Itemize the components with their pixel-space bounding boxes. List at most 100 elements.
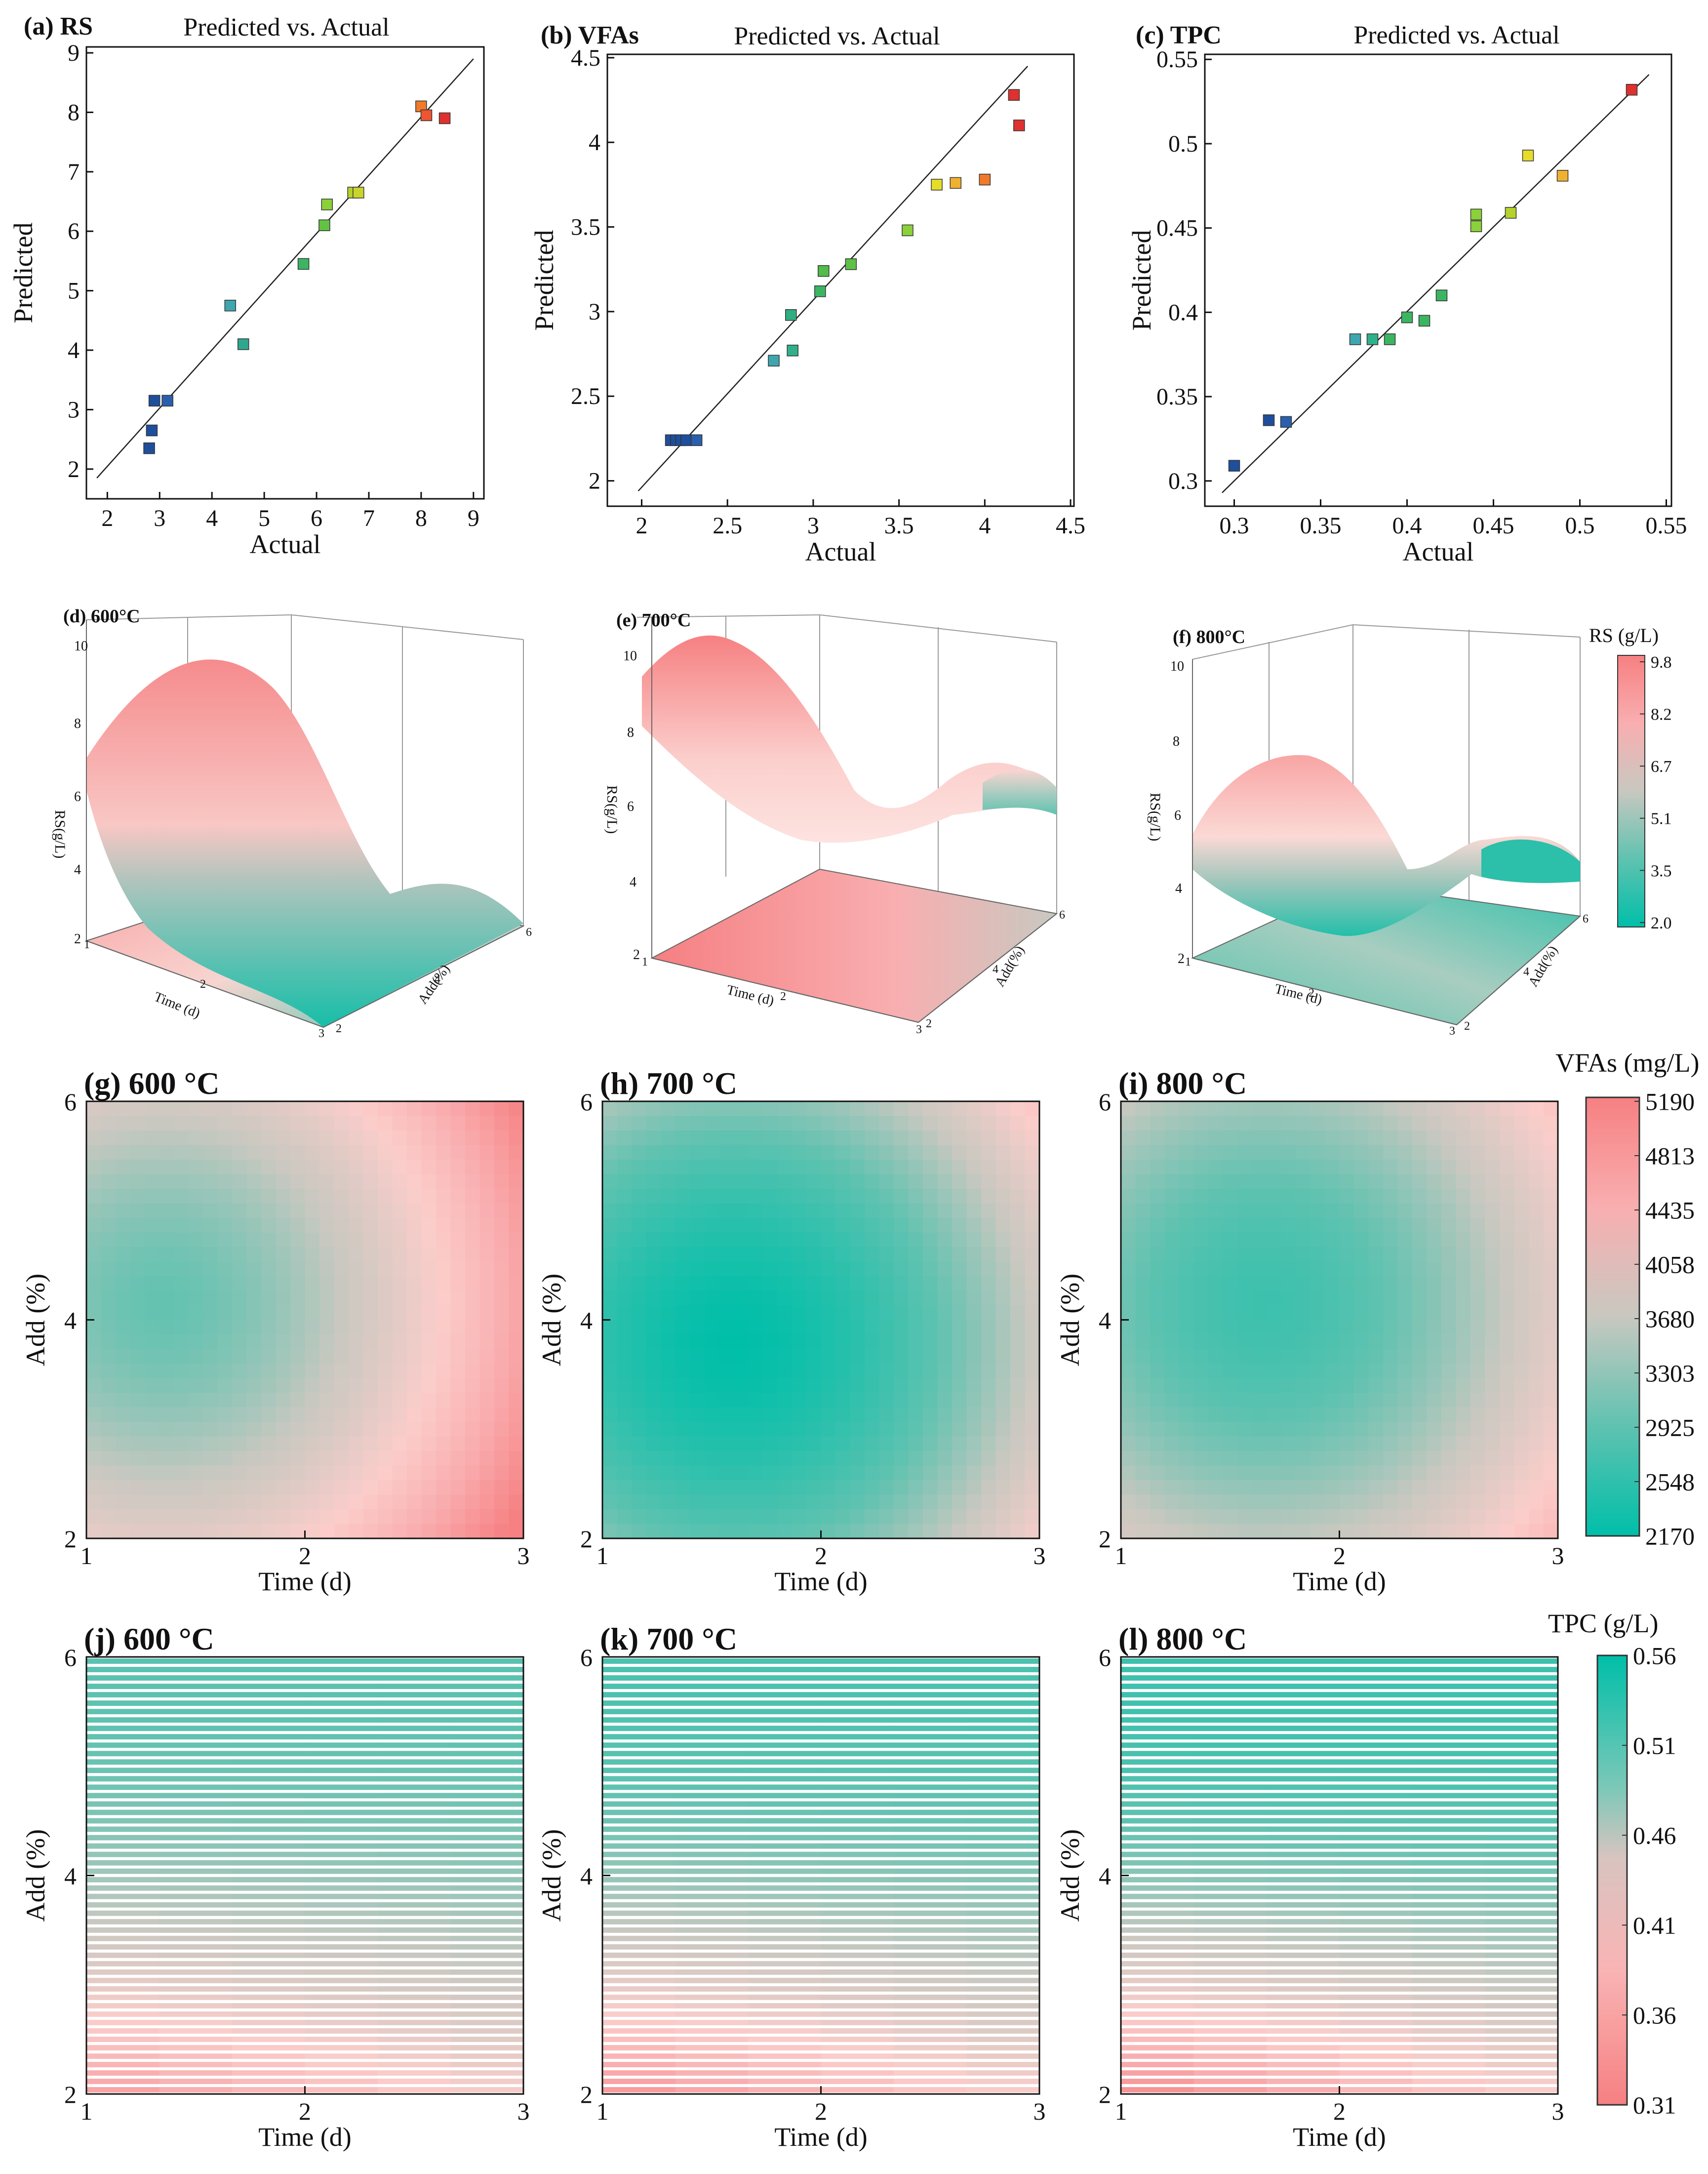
panel-g-heat-cell [116, 1247, 131, 1262]
panel-h-heat-cell [777, 1160, 793, 1175]
panel-h-heat-cell [1025, 1261, 1040, 1277]
panel-k-stripe [966, 1826, 1040, 1832]
panel-i-heat-cell [1441, 1101, 1457, 1117]
panel-l-stripe [1412, 2079, 1486, 2084]
panel-h-heat-cell [850, 1130, 865, 1146]
panel-g-heat-cell [363, 1393, 378, 1408]
panel-k-stripe [675, 1902, 749, 1908]
panel-i-heat-cell [1150, 1116, 1165, 1131]
panel-h-heat-cell [981, 1407, 996, 1422]
panel-h-heat-cell [923, 1524, 938, 1539]
colorbar-vfas-tick-label: 4813 [1645, 1142, 1695, 1170]
panel-h-heat-cell [879, 1524, 894, 1539]
panel-l-stripe [1267, 2087, 1340, 2093]
panel-g-heat-cell [319, 1436, 335, 1451]
panel-d-add-tick: 6 [526, 926, 532, 939]
panel-g-heat-cell [465, 1232, 480, 1248]
panel-i-heat-cell [1500, 1276, 1515, 1291]
panel-l-stripe [1193, 2045, 1267, 2051]
panel-h-heat-cell [632, 1130, 647, 1146]
panel-g-heat-cell [392, 1349, 407, 1364]
panel-h-heat-cell [806, 1320, 822, 1335]
panel-i-heat-cell [1412, 1451, 1428, 1466]
panel-i-heat-cell [1208, 1247, 1224, 1262]
panel-j-stripe [450, 2062, 524, 2067]
panel-k-stripe [894, 1927, 967, 1933]
panel-i-heat-cell [1296, 1436, 1311, 1451]
panel-i-heat-cell [1397, 1160, 1413, 1175]
panel-h-heat-cell [675, 1232, 690, 1248]
panel-l-stripe [1485, 2019, 1558, 2025]
panel-j-stripe [305, 1868, 378, 1874]
panel-k-ytick-label: 6 [580, 1644, 593, 1671]
panel-l-stripe [1267, 1734, 1340, 1740]
panel-j-stripe [450, 1835, 524, 1841]
panel-j-stripe [86, 1776, 160, 1782]
panel-g-heat-cell [159, 1509, 174, 1525]
panel-h-heat-cell [617, 1174, 632, 1189]
panel-h-heat-cell [661, 1378, 676, 1393]
panel-j-stripe [159, 1885, 233, 1891]
panel-k-stripe [748, 1919, 822, 1925]
panel-g-heat-cell [145, 1232, 160, 1248]
panel-l-stripe [1412, 1768, 1486, 1773]
panel-i-heat-cell [1252, 1276, 1267, 1291]
panel-j-stripe [378, 1969, 451, 1975]
panel-h-heat-cell [995, 1174, 1011, 1189]
panel-i-heat-cell [1383, 1509, 1398, 1525]
panel-i-heat-cell [1121, 1130, 1136, 1146]
panel-h-heat-cell [762, 1451, 778, 1466]
panel-i-heat-cell [1427, 1276, 1442, 1291]
panel-h-heat-cell [850, 1451, 865, 1466]
panel-l-stripe [1193, 2087, 1267, 2093]
panel-g-heat-cell [349, 1524, 364, 1539]
panel-i-heat-cell [1252, 1247, 1267, 1262]
panel-g-heat-cell [421, 1116, 437, 1131]
panel-h-heat-cell [762, 1101, 778, 1117]
panel-i-heat-cell [1179, 1320, 1194, 1335]
panel-h-heat-cell [806, 1160, 822, 1175]
panel-i-heat-cell [1164, 1160, 1180, 1175]
panel-g-heat-cell [407, 1422, 422, 1437]
panel-h-heat-cell [821, 1509, 836, 1525]
panel-b-title: Predicted vs. Actual [734, 22, 940, 50]
panel-g-heat-cell [159, 1320, 174, 1335]
panel-g-heat-cell [509, 1334, 524, 1350]
panel-l-stripe [1121, 1986, 1194, 1992]
panel-j-stripe [305, 2045, 378, 2051]
panel-i-heat-cell [1529, 1247, 1544, 1262]
panel-i-heat-cell [1383, 1290, 1398, 1306]
panel-g-heat-cell [188, 1349, 203, 1364]
panel-j-stripe [232, 1658, 306, 1664]
panel-i-heat-cell [1339, 1189, 1354, 1204]
panel-h-heat-cell [821, 1174, 836, 1189]
panel-i-heat-cell [1470, 1378, 1486, 1393]
panel-i-heat-cell [1543, 1101, 1558, 1117]
panel-i-heat-cell [1281, 1101, 1296, 1117]
panel-i-heat-cell [1135, 1247, 1151, 1262]
panel-c-data-point [1366, 333, 1379, 345]
panel-i-heat-cell [1412, 1116, 1428, 1131]
panel-g-heat-cell [130, 1480, 145, 1495]
panel-k-stripe [602, 1910, 676, 1916]
panel-i-xtick-label: 1 [1115, 1542, 1127, 1570]
panel-g-heat-cell [334, 1232, 349, 1248]
panel-h-heat-cell [602, 1436, 618, 1451]
panel-i-heat-cell [1354, 1407, 1369, 1422]
panel-k-stripe [675, 1910, 749, 1916]
panel-i-heat-cell [1470, 1465, 1486, 1481]
panel-l-stripe [1121, 2079, 1194, 2084]
panel-h-heat-cell [908, 1276, 923, 1291]
panel-l-stripe [1412, 1726, 1486, 1731]
panel-i-heat-cell [1339, 1524, 1354, 1539]
panel-k-stripe [894, 1717, 967, 1723]
panel-h-heat-cell [937, 1509, 953, 1525]
panel-g-heat-cell [392, 1364, 407, 1379]
panel-g-heat-cell [407, 1334, 422, 1350]
panel-i-heat-cell [1354, 1247, 1369, 1262]
panel-g-heat-cell [217, 1247, 233, 1262]
panel-f-ztick: 4 [1175, 881, 1182, 896]
panel-h-heat-cell [719, 1276, 734, 1291]
panel-i-heat-cell [1135, 1290, 1151, 1306]
panel-i-heat-cell [1135, 1334, 1151, 1350]
